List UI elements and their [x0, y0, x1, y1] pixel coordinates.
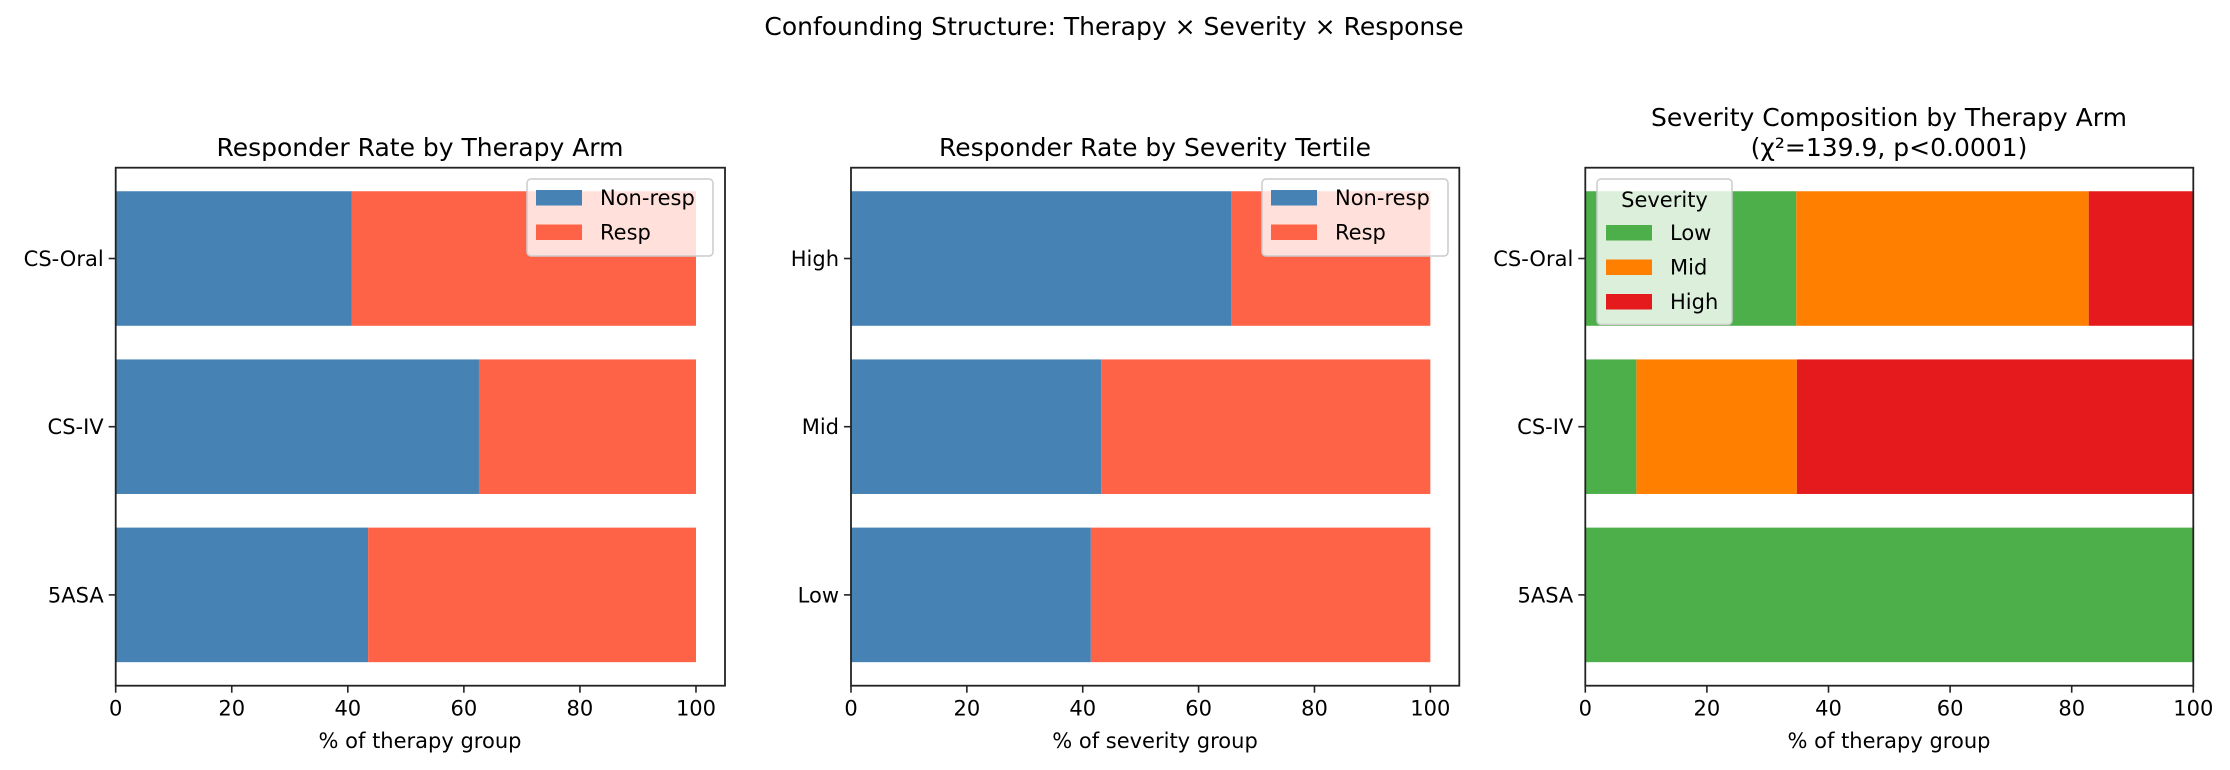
- legend-label: Non-resp: [1335, 186, 1430, 210]
- bar-cs-iv-mid: [1636, 359, 1797, 494]
- bar-mid-non-resp: [851, 359, 1102, 494]
- x-tick-label: 80: [2058, 697, 2085, 721]
- legend-label: Mid: [1670, 256, 1707, 280]
- y-tick-label: Low: [798, 583, 839, 607]
- x-tick-label: 60: [1185, 697, 1212, 721]
- x-tick-label: 80: [567, 697, 594, 721]
- x-tick-label: 40: [1815, 697, 1842, 721]
- bar-5asa-resp: [368, 527, 696, 663]
- bar-cs-iv-resp: [478, 359, 696, 494]
- x-tick-label: 0: [1579, 697, 1592, 721]
- x-axis-label: % of therapy group: [319, 729, 522, 753]
- panel-severity-responder: Responder Rate by Severity Tertile % of …: [791, 133, 1461, 753]
- y-tick-label: CS-IV: [48, 415, 105, 439]
- legend-swatch-low: [1606, 225, 1652, 241]
- suptitle: Confounding Structure: Therapy × Severit…: [764, 12, 1463, 41]
- x-tick-label: 40: [334, 697, 361, 721]
- legend-label: Resp: [600, 221, 651, 245]
- x-axis-label: % of severity group: [1052, 729, 1258, 753]
- y-tick-label: Mid: [802, 415, 839, 439]
- bar-mid-resp: [1101, 359, 1431, 494]
- bar-low-non-resp: [851, 527, 1091, 663]
- legend-label: High: [1670, 290, 1718, 314]
- legend-swatch-high: [1606, 294, 1652, 310]
- x-axis-label: % of therapy group: [1788, 729, 1991, 753]
- x-tick-label: 20: [953, 697, 980, 721]
- legend-swatch-resp: [1271, 224, 1317, 240]
- x-tick-label: 60: [1937, 697, 1964, 721]
- y-tick-label: CS-IV: [1517, 415, 1574, 439]
- bar-cs-oral-non-resp: [115, 191, 352, 326]
- x-tick-label: 100: [676, 697, 716, 721]
- legend: Non-resp Resp: [1261, 178, 1449, 257]
- bar-high-non-resp: [851, 191, 1232, 326]
- x-tick-label: 0: [109, 697, 122, 721]
- x-tick-label: 80: [1301, 697, 1328, 721]
- x-tick-label: 20: [218, 697, 245, 721]
- bar-cs-oral-high: [2088, 191, 2194, 326]
- y-tick-label: CS-Oral: [24, 247, 104, 271]
- y-tick-label: 5ASA: [1517, 583, 1573, 607]
- legend-box: [1596, 178, 1733, 326]
- panel-therapy-responder: Responder Rate by Therapy Arm % of thera…: [24, 133, 726, 753]
- legend-label: Non-resp: [600, 186, 695, 210]
- x-tick-label: 0: [844, 697, 857, 721]
- panel-title: Responder Rate by Therapy Arm: [216, 133, 623, 162]
- y-tick-label: CS-Oral: [1493, 247, 1573, 271]
- y-tick-label: High: [791, 247, 839, 271]
- x-tick-label: 100: [1410, 697, 1450, 721]
- x-tick-label: 100: [2173, 697, 2213, 721]
- legend-label: Low: [1670, 221, 1711, 245]
- legend-swatch-non-resp: [1271, 190, 1317, 206]
- y-tick-label: 5ASA: [48, 583, 104, 607]
- legend-swatch-resp: [536, 224, 582, 240]
- panel-subtitle: (χ²=139.9, p<0.0001): [1751, 133, 2028, 162]
- panel-title: Severity Composition by Therapy Arm: [1651, 103, 2127, 132]
- x-tick-label: 60: [451, 697, 478, 721]
- panel-title: Responder Rate by Severity Tertile: [939, 133, 1371, 162]
- panel-severity-composition: Severity Composition by Therapy Arm (χ²=…: [1493, 103, 2213, 753]
- legend-swatch-non-resp: [536, 190, 582, 206]
- axes-frame: [114, 166, 726, 687]
- bar-cs-iv-low: [1585, 359, 1637, 494]
- bar-cs-iv-non-resp: [115, 359, 479, 494]
- bar-5asa-low: [1585, 527, 2194, 663]
- legend-swatch-mid: [1606, 259, 1652, 275]
- bar-5asa-non-resp: [115, 527, 369, 663]
- legend-title: Severity: [1621, 188, 1708, 212]
- axes-frame: [850, 166, 1461, 687]
- bar-low-resp: [1090, 527, 1431, 663]
- x-tick-label: 40: [1069, 697, 1096, 721]
- axes-frame: [1584, 166, 2195, 687]
- x-tick-label: 20: [1694, 697, 1721, 721]
- legend: Non-resp Resp: [526, 178, 714, 257]
- legend: Severity Low Mid High: [1596, 178, 1733, 326]
- bar-cs-iv-high: [1796, 359, 2194, 494]
- legend-label: Resp: [1335, 221, 1386, 245]
- bar-cs-oral-mid: [1796, 191, 2089, 326]
